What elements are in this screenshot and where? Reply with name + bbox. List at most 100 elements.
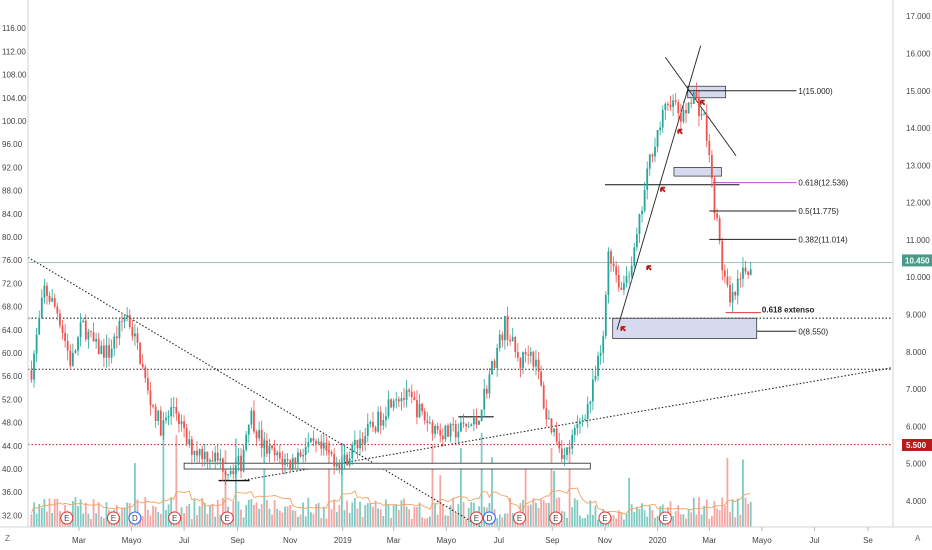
candle-body-123 [348, 458, 351, 466]
volume-bar-67 [203, 502, 206, 527]
candle-body-125 [353, 440, 356, 445]
volume-bar-93 [271, 514, 273, 527]
candle-body-247 [669, 104, 672, 107]
volume-bar-202 [553, 470, 555, 527]
candle-body-177 [488, 374, 491, 394]
candle-body-108 [309, 438, 312, 442]
candle-body-206 [563, 454, 566, 459]
candle-body-64 [196, 450, 198, 456]
candle-body-150 [418, 403, 421, 418]
candle-body-133 [374, 427, 377, 432]
volume-bar-227 [617, 510, 620, 527]
volume-bar-107 [307, 497, 310, 527]
volume-bar-249 [674, 511, 677, 527]
candle-body-165 [457, 431, 460, 438]
candle-body-97 [281, 458, 284, 465]
rally-trendline [616, 45, 702, 330]
x-tick-label-0: Mar [72, 536, 86, 545]
candle-body-61 [188, 439, 191, 445]
event-marker-label-3: E [172, 514, 177, 523]
volume-bar-165 [457, 504, 460, 527]
candle-body-13 [64, 332, 66, 342]
candle-body-9 [53, 297, 56, 307]
volume-bar-167 [462, 502, 465, 527]
volume-bar-114 [325, 518, 328, 527]
candle-body-38 [128, 314, 131, 327]
candle-body-195 [535, 359, 537, 367]
volume-bar-250 [677, 505, 680, 527]
volume-bar-97 [281, 512, 284, 527]
volume-bar-2 [35, 513, 38, 527]
candle-body-93 [271, 445, 273, 449]
volume-bar-86 [253, 504, 255, 527]
candle-body-80 [237, 455, 240, 466]
volume-bar-213 [581, 518, 584, 527]
candle-body-171 [472, 417, 475, 425]
candle-body-37 [126, 314, 129, 318]
corner-label-right[interactable]: A [915, 534, 921, 543]
candle-body-70 [211, 460, 214, 462]
volume-bar-232 [630, 504, 633, 527]
volume-bar-224 [610, 515, 612, 527]
candle-body-118 [335, 463, 338, 467]
volume-bar-111 [317, 502, 320, 527]
candle-body-147 [410, 391, 413, 398]
candle-body-83 [245, 434, 248, 450]
volume-bar-131 [369, 503, 372, 527]
volume-bar-108 [309, 512, 312, 527]
corner-label-left[interactable]: Z [5, 534, 10, 543]
volume-bar-146 [408, 509, 411, 527]
candle-body-49 [157, 410, 160, 422]
volume-bar-184 [506, 513, 509, 527]
volume-bar-198 [542, 500, 545, 527]
candle-body-214 [584, 419, 587, 421]
candle-body-276 [744, 267, 747, 272]
volume-bar-45 [146, 509, 149, 527]
candle-body-273 [736, 278, 739, 296]
candle-body-0 [30, 370, 33, 380]
drawing-layer [27, 45, 894, 528]
candle-body-132 [372, 422, 374, 428]
candle-body-135 [379, 411, 382, 426]
event-marker-3 [168, 511, 182, 525]
event-marker-4 [220, 511, 234, 525]
left-tick-label-11: 72.00 [2, 279, 23, 288]
candle-body-116 [330, 451, 333, 455]
candle-body-29 [105, 345, 108, 358]
volume-bar-3 [38, 503, 41, 527]
volume-bar-115 [328, 442, 330, 527]
candle-body-102 [294, 457, 297, 465]
volume-bar-149 [416, 506, 418, 527]
volume-bar-214 [584, 518, 587, 527]
candle-body-263 [710, 155, 713, 179]
candle-body-259 [700, 114, 703, 116]
candle-body-271 [731, 292, 734, 303]
volume-bar-22 [87, 513, 90, 527]
candle-body-26 [97, 338, 100, 355]
volume-bar-125 [353, 498, 356, 527]
candle-body-2 [35, 334, 38, 354]
volume-bar-194 [532, 498, 535, 527]
volume-bar-36 [123, 507, 126, 527]
volume-bar-206 [563, 511, 566, 527]
right-tick-label-7: 10.000 [906, 273, 931, 282]
candle-body-159 [441, 435, 444, 440]
x-tick-label-14: Jul [809, 536, 819, 545]
candle-body-231 [628, 275, 631, 277]
candle-body-180 [496, 347, 499, 368]
candle-body-268 [723, 270, 726, 277]
volume-bar-89 [260, 504, 263, 527]
descending-trendline [27, 256, 482, 528]
event-marker-8 [549, 511, 563, 525]
left-tick-label-8: 84.00 [2, 210, 23, 219]
volume-bar-120 [341, 443, 343, 527]
candle-body-104 [299, 452, 302, 457]
volume-bar-186 [511, 513, 514, 527]
candle-body-74 [222, 458, 224, 472]
candle-body-142 [397, 399, 400, 402]
event-marker-1 [106, 511, 120, 525]
candle-body-79 [234, 465, 237, 475]
candle-body-47 [152, 405, 154, 407]
left-tick-label-12: 68.00 [2, 303, 23, 312]
